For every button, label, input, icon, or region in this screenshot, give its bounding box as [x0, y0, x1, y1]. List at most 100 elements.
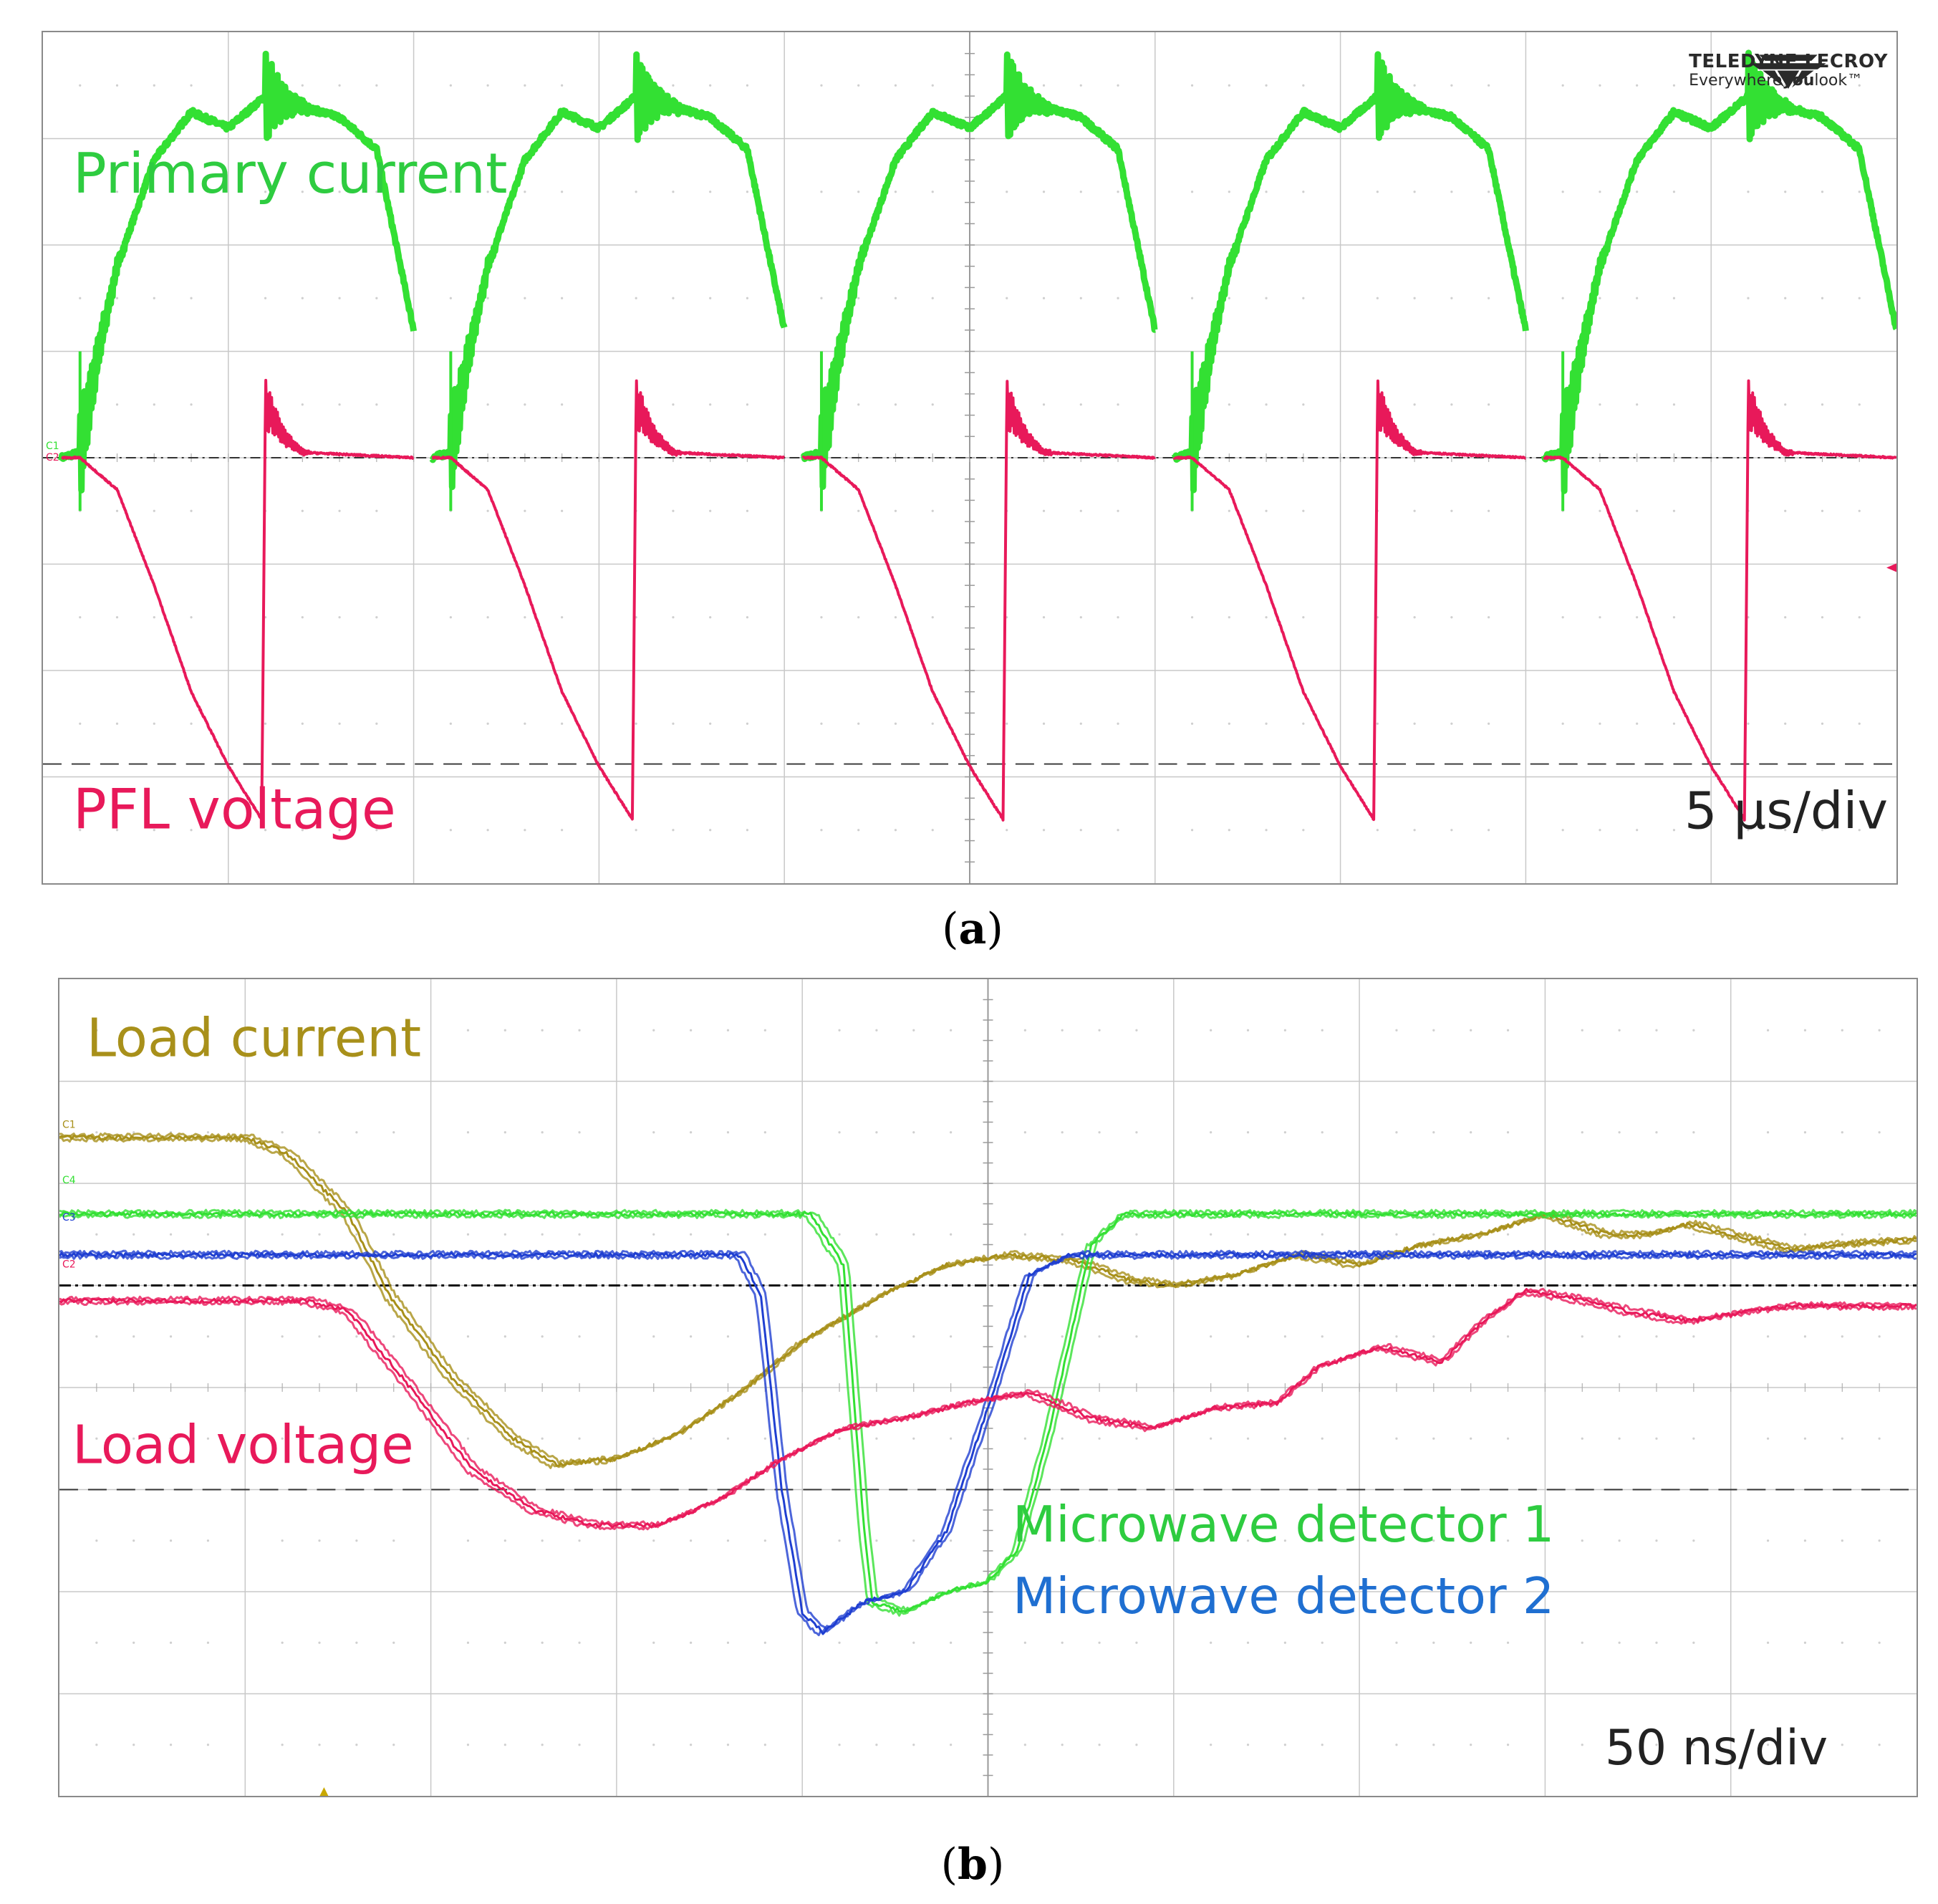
grid-dot-b [875, 1437, 878, 1440]
grid-dot-a [486, 722, 489, 725]
grid-dot-b [466, 1744, 470, 1746]
grid-dot-b [1321, 1437, 1324, 1440]
grid-dot-a [931, 829, 934, 832]
grid-dot-a [820, 722, 823, 725]
grid-dot-a [1488, 722, 1490, 725]
grid-dot-b [763, 1131, 766, 1134]
grid-dot-b [726, 1641, 730, 1644]
grid-dot-b [1135, 1131, 1138, 1134]
grid-dot-b [95, 1029, 98, 1032]
grid-dot-a [1079, 509, 1082, 512]
grid-dot-b [912, 1233, 915, 1236]
grid-dot-a [1450, 84, 1453, 87]
trace-primary-current-pulse-4 [1170, 51, 1529, 494]
grid-dot-a [449, 191, 452, 193]
grid-dot-a [1821, 616, 1824, 619]
grid-dot-a [338, 722, 341, 725]
grid-dot-b [1878, 1029, 1881, 1032]
trigger-position-marker-b [319, 1787, 329, 1796]
teledyne-logo-icon [1750, 54, 1826, 89]
grid-dot-a [1636, 722, 1639, 725]
grid-dot-b [1581, 1335, 1583, 1338]
grid-dot-a [1042, 829, 1046, 832]
grid-dot-b [1506, 1641, 1510, 1644]
grid-dot-a [524, 829, 526, 832]
grid-dot-a [1636, 829, 1639, 832]
grid-dot-b [206, 1233, 210, 1236]
grid-dot-a [1599, 297, 1601, 299]
grid-dot-a [894, 191, 897, 193]
grid-dot-b [169, 1029, 173, 1032]
grid-dot-a [709, 829, 712, 832]
grid-dot-a [1376, 191, 1379, 193]
grid-dot-a [1228, 191, 1230, 193]
grid-dot-b [1618, 1029, 1621, 1032]
grid-dot-a [820, 829, 823, 832]
grid-dot-a [931, 722, 934, 725]
grid-dot-a [561, 403, 564, 406]
grid-dot-b [1766, 1335, 1770, 1338]
grid-dot-b [1692, 1641, 1695, 1644]
grid-dot-a [1079, 403, 1082, 406]
grid-dot-a [190, 722, 193, 725]
grid-dot-b [1395, 1233, 1398, 1236]
grid-dot-a [1265, 403, 1268, 406]
grid-dot-a [449, 84, 452, 87]
grid-dot-b [132, 1335, 135, 1338]
grid-dot-a [746, 191, 749, 193]
ch-tag-c1-b: C1 [62, 1119, 76, 1130]
grid-dot-a [79, 84, 82, 87]
grid-dot-a [1265, 191, 1268, 193]
grid-dot-a [1006, 297, 1008, 299]
grid-dot-a [894, 829, 897, 832]
grid-dot-b [1803, 1131, 1807, 1134]
grid-dot-a [857, 297, 860, 299]
grid-dot-b [1766, 1029, 1770, 1032]
grid-dot-b [318, 1437, 321, 1440]
grid-dot-a [1672, 829, 1676, 832]
grid-dot-a [561, 509, 564, 512]
grid-dot-b [1210, 1131, 1213, 1134]
grid-dot-b [1766, 1233, 1770, 1236]
grid-dot-b [912, 1335, 915, 1338]
trace-load-voltage-overlay-2 [59, 1287, 1917, 1526]
grid-dot-a [338, 403, 341, 406]
grid-dot-b [1395, 1335, 1398, 1338]
grid-dot-a [931, 297, 934, 299]
grid-dot-a [1042, 616, 1046, 619]
grid-dot-b [1470, 1437, 1472, 1440]
grid-dot-a [857, 722, 860, 725]
grid-dot-b [726, 1437, 730, 1440]
grid-dot-a [375, 297, 378, 299]
grid-dot-b [726, 1131, 730, 1134]
grid-dot-b [206, 1437, 210, 1440]
ch-tag-c2-b: C2 [62, 1259, 76, 1271]
teledyne-lecroy-logo: TELEDYNE LECROY Everywhereyoulook™ [1689, 52, 1888, 89]
grid-dot-b [1210, 1437, 1213, 1440]
grid-dot-b [950, 1233, 953, 1236]
grid-dot-b [1246, 1641, 1250, 1644]
grid-dot-b [1395, 1539, 1398, 1542]
grid-dot-b [392, 1744, 395, 1746]
grid-dot-a [79, 297, 82, 299]
grid-dot-b [912, 1437, 915, 1440]
grid-dot-b [1692, 1437, 1695, 1440]
grid-dot-b [690, 1437, 693, 1440]
grid-dot-a [561, 722, 564, 725]
grid-dot-b [95, 1437, 98, 1440]
grid-dot-b [1692, 1131, 1695, 1134]
grid-dot-b [578, 1539, 581, 1542]
grid-dot-b [95, 1539, 98, 1542]
grid-dot-b [1878, 1744, 1881, 1746]
grid-dot-a [1006, 722, 1008, 725]
grid-dot-b [1581, 1233, 1583, 1236]
grid-dot-b [541, 1641, 544, 1644]
grid-dot-a [524, 403, 526, 406]
grid-dot-b [1506, 1029, 1510, 1032]
grid-dot-a [190, 403, 193, 406]
grid-dot-a [820, 191, 823, 193]
grid-dot-a [1190, 297, 1194, 299]
grid-dot-b [950, 1744, 953, 1746]
grid-dot-a [1228, 616, 1230, 619]
scope-panel-a: C1 C2 Primary current PFL voltage 5 µs/d… [42, 31, 1898, 885]
